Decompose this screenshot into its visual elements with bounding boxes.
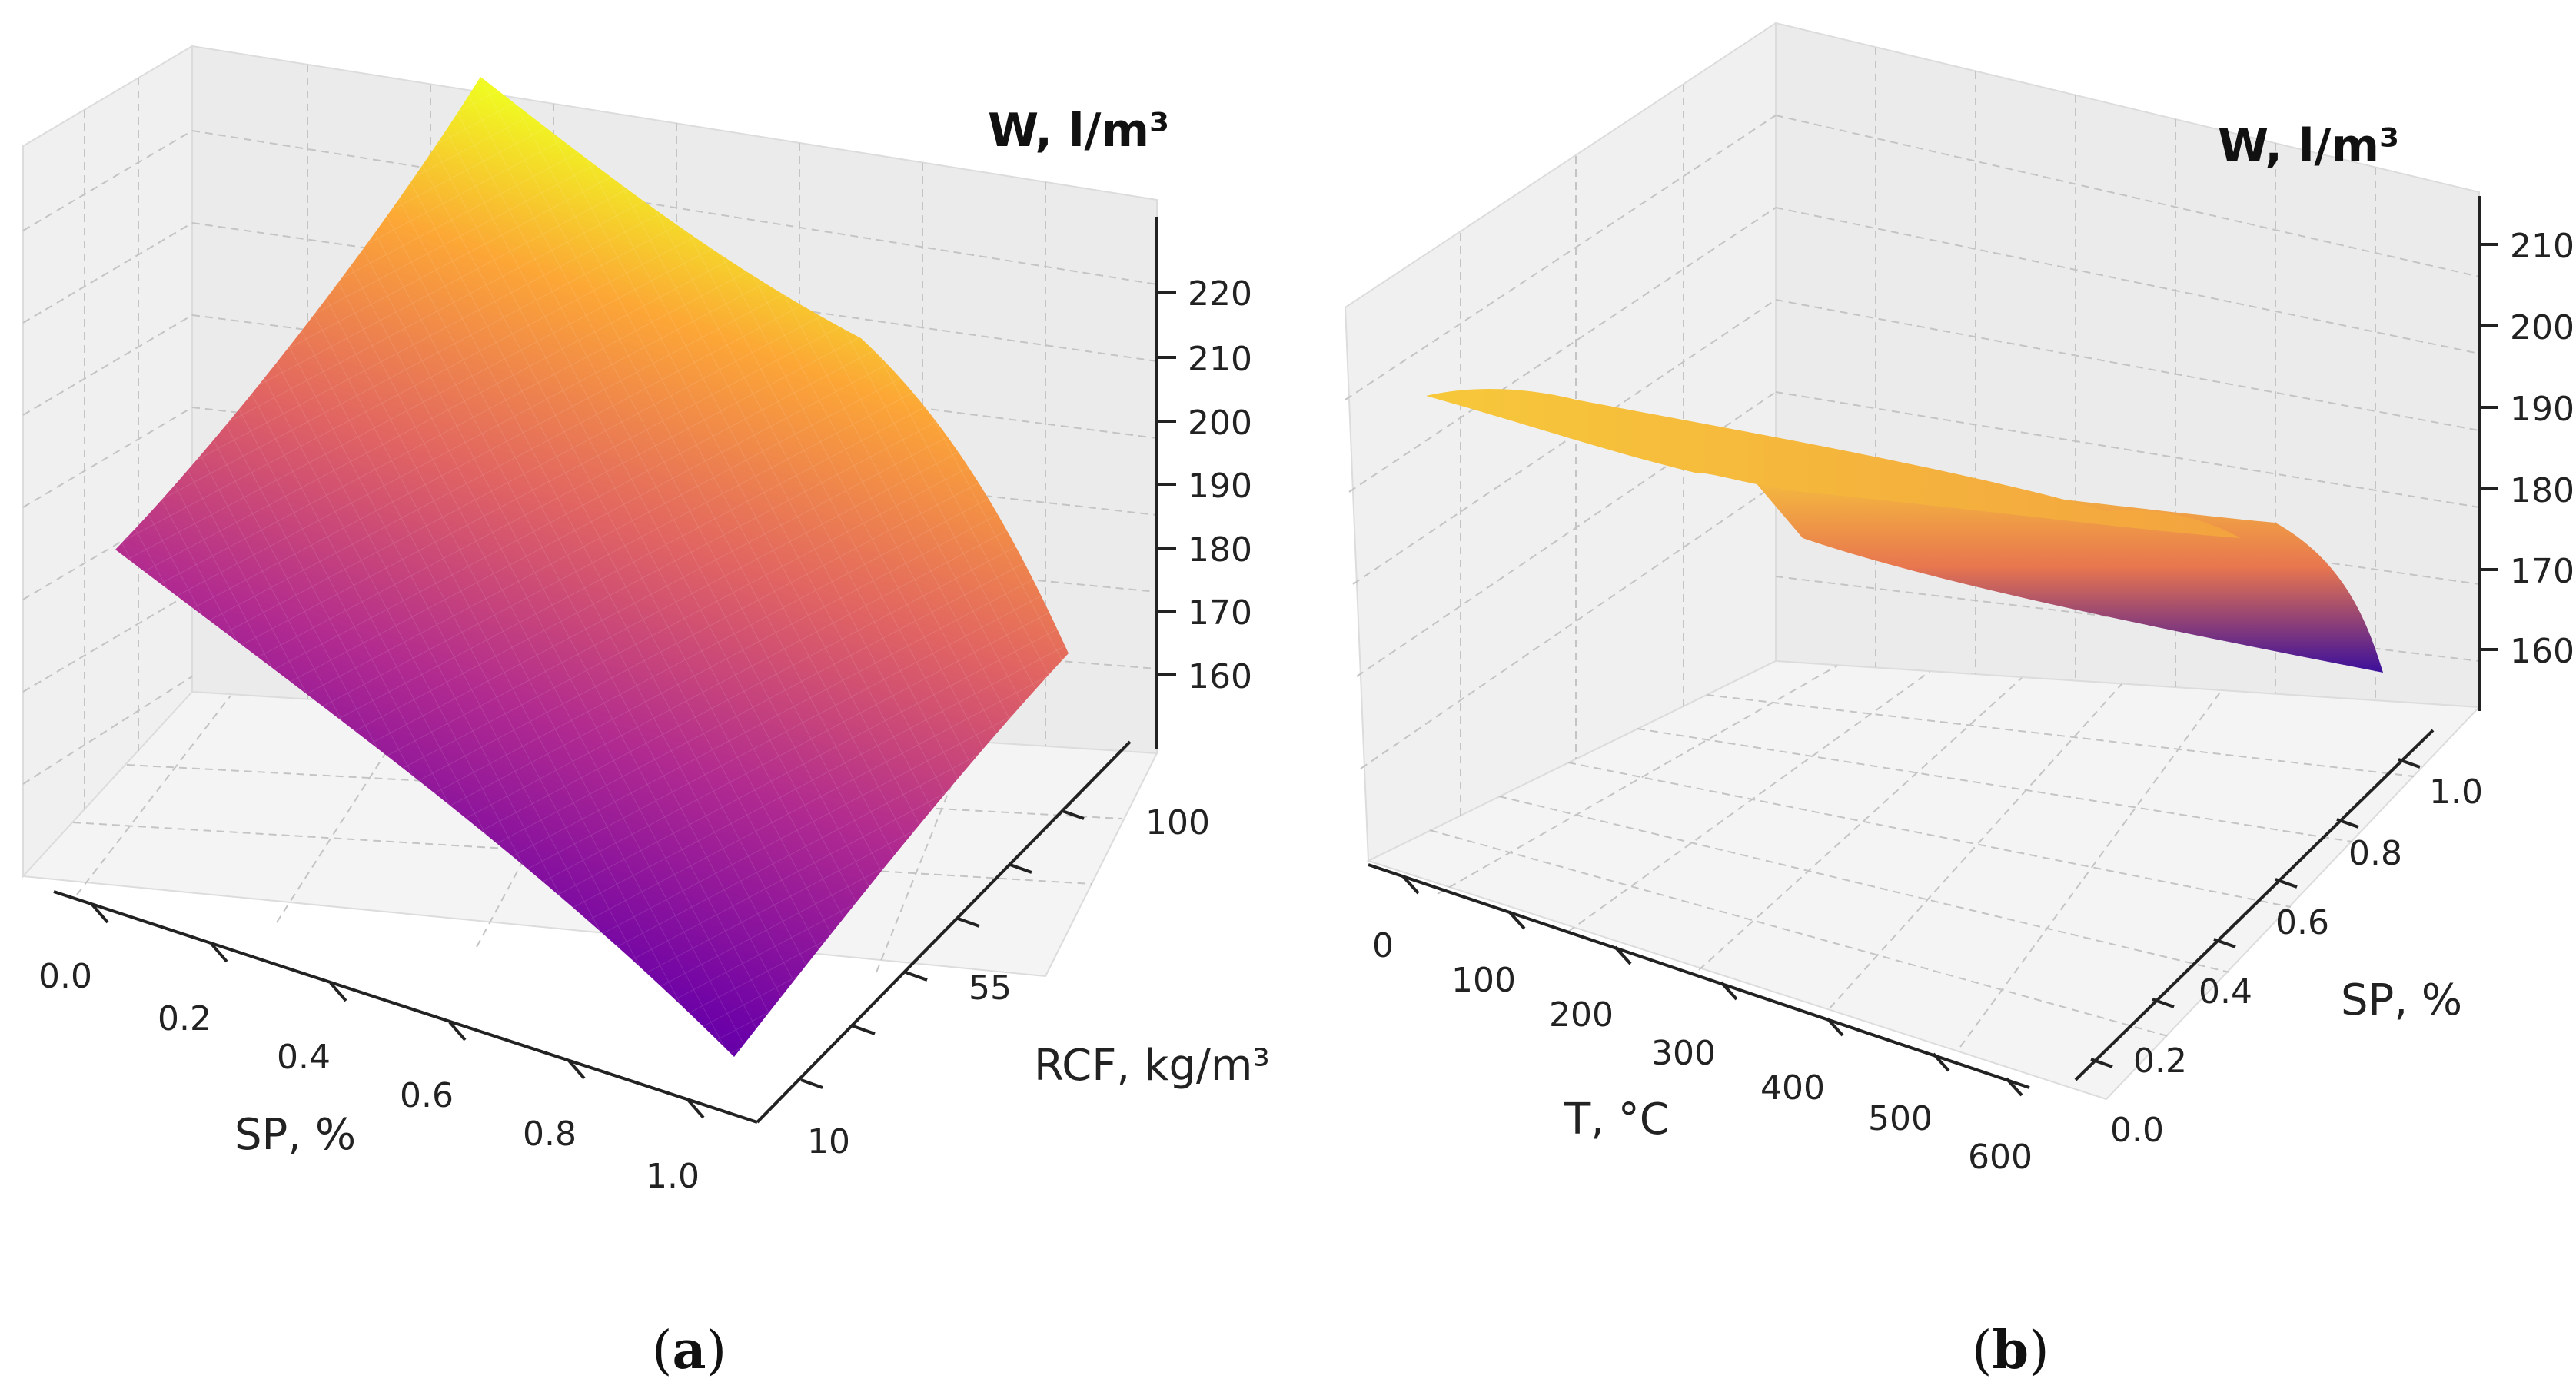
z-tick-labels-a: 160 170 180 190 200 210 220 bbox=[1188, 274, 1252, 696]
x-axis-label-b: T, °C bbox=[1564, 1095, 1670, 1144]
x-axis-line-b bbox=[1368, 863, 2030, 1089]
x-tick-a-3: 0.6 bbox=[400, 1076, 454, 1115]
x-tick-b-3: 300 bbox=[1651, 1034, 1716, 1073]
x-tick-a-5: 1.0 bbox=[646, 1157, 700, 1196]
y-tick-b-1: 0.2 bbox=[2133, 1042, 2187, 1081]
caption-a: (a) bbox=[652, 1320, 726, 1381]
z-tick-b-4: 200 bbox=[2510, 308, 2574, 347]
x-tick-marks-b bbox=[1401, 875, 2023, 1097]
y-axis-line-a bbox=[756, 740, 1132, 1124]
x-tick-b-5: 500 bbox=[1868, 1099, 1933, 1138]
y-tick-b-5: 1.0 bbox=[2429, 772, 2483, 812]
z-tick-a-0: 160 bbox=[1188, 657, 1252, 696]
z-tick-b-2: 180 bbox=[2510, 471, 2574, 510]
y-tick-b-3: 0.6 bbox=[2275, 903, 2329, 942]
x-tick-marks-a bbox=[91, 903, 705, 1119]
z-tick-marks-b bbox=[2479, 243, 2498, 651]
z-tick-a-3: 190 bbox=[1188, 467, 1252, 506]
y-axis-label-a: RCF, kg/m³ bbox=[1034, 1041, 1270, 1091]
x-tick-labels-a: 0.0 0.2 0.4 0.6 0.8 1.0 bbox=[38, 957, 700, 1196]
z-tick-a-2: 180 bbox=[1188, 530, 1252, 570]
panel-a: 0.0 0.2 0.4 0.6 0.8 1.0 10 55 100 bbox=[21, 45, 1270, 1381]
response-surface-b-upper bbox=[1426, 388, 2241, 538]
x-tick-b-2: 200 bbox=[1549, 995, 1614, 1035]
z-tick-a-6: 220 bbox=[1188, 274, 1252, 314]
y-tick-b-0: 0.0 bbox=[2110, 1111, 2164, 1150]
y-tick-b-2: 0.4 bbox=[2199, 972, 2252, 1012]
z-tick-a-4: 200 bbox=[1188, 404, 1252, 443]
panel-b: 0 100 200 300 400 500 600 0.0 0.2 0.4 0.… bbox=[1344, 22, 2574, 1381]
x-tick-labels-b: 0 100 200 300 400 500 600 bbox=[1372, 926, 2033, 1177]
x-tick-a-0: 0.0 bbox=[38, 957, 92, 996]
y-tick-a-0: 10 bbox=[807, 1122, 850, 1161]
z-tick-b-0: 160 bbox=[2510, 632, 2574, 671]
z-tick-a-5: 210 bbox=[1188, 340, 1252, 379]
z-tick-labels-b: 160 170 180 190 200 210 bbox=[2510, 227, 2574, 671]
z-tick-a-1: 170 bbox=[1188, 593, 1252, 633]
z-axis-label-a: W, l/m³ bbox=[988, 104, 1169, 158]
y-tick-labels-a: 10 55 100 bbox=[807, 803, 1210, 1161]
caption-b: (b) bbox=[1972, 1320, 2049, 1381]
x-tick-b-6: 600 bbox=[1968, 1138, 2033, 1177]
y-tick-marks-b bbox=[2090, 758, 2421, 1068]
x-tick-a-4: 0.8 bbox=[523, 1115, 577, 1154]
x-tick-a-2: 0.4 bbox=[277, 1038, 331, 1077]
y-tick-a-1: 55 bbox=[969, 968, 1012, 1008]
z-tick-b-1: 170 bbox=[2510, 552, 2574, 591]
y-tick-labels-b: 0.0 0.2 0.4 0.6 0.8 1.0 bbox=[2110, 772, 2483, 1150]
y-tick-b-4: 0.8 bbox=[2348, 834, 2402, 873]
x-axis-line-a bbox=[53, 890, 758, 1124]
y-axis-label-b: SP, % bbox=[2341, 975, 2462, 1025]
x-tick-b-1: 100 bbox=[1451, 961, 1516, 1000]
x-tick-b-4: 400 bbox=[1760, 1068, 1825, 1108]
x-axis-label-a: SP, % bbox=[234, 1110, 356, 1160]
y-tick-a-2: 100 bbox=[1145, 803, 1210, 842]
z-tick-b-5: 210 bbox=[2510, 227, 2574, 266]
x-tick-b-0: 0 bbox=[1372, 926, 1394, 965]
response-surface-b-lower bbox=[1737, 461, 2383, 673]
z-axis-label-b: W, l/m³ bbox=[2218, 119, 2399, 173]
x-tick-a-1: 0.2 bbox=[158, 999, 211, 1038]
y-tick-marks-a bbox=[800, 809, 1085, 1089]
surface-mesh-a bbox=[115, 77, 1069, 1057]
z-tick-marks-a bbox=[1157, 291, 1176, 676]
y-axis-line-b bbox=[2074, 729, 2435, 1081]
z-tick-b-3: 190 bbox=[2510, 390, 2574, 429]
